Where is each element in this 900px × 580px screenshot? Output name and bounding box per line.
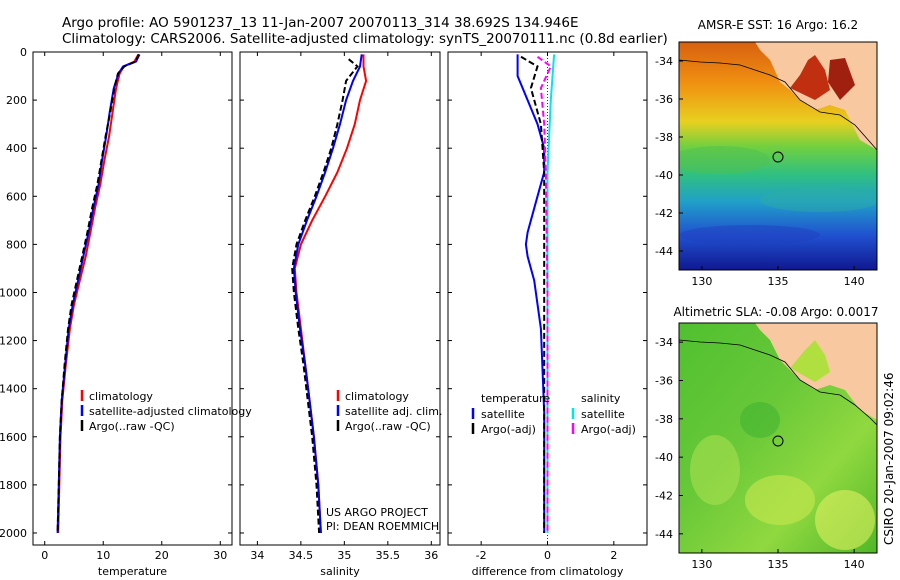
x-tick-label: 0	[544, 549, 551, 562]
sst-map-title: AMSR-E SST: 16 Argo: 16.2	[698, 18, 858, 32]
sst-argo-marker	[772, 151, 784, 163]
legend-entry: climatology	[89, 390, 153, 403]
sst-map-ticks: 130 135 140 -34 -36 -38 -40 -42 -44	[655, 55, 865, 288]
y-tick-label: 200	[6, 94, 27, 107]
x-tick-label: -2	[476, 549, 487, 562]
x-tick-label: 35	[337, 549, 351, 562]
legend-entry: Argo(-adj)	[481, 423, 536, 436]
legend-entry: satellite	[581, 408, 625, 421]
x-tick-label: 34	[250, 549, 264, 562]
x-tick-label: 36	[424, 549, 438, 562]
series-line-0	[293, 54, 368, 534]
x-tick-label: 35.5	[376, 549, 401, 562]
series-line-3	[536, 55, 553, 533]
x-tick-label: 30	[213, 549, 227, 562]
difference-panel: -2 0 2 difference from climatology temperatu…	[447, 51, 648, 578]
x-axis-label: difference from climatology	[472, 565, 624, 578]
x-axis-label: salinity	[320, 565, 360, 578]
legend-entry: climatology	[345, 390, 409, 403]
y-tick-label: -36	[655, 375, 673, 388]
temperature-panel: 0 10 20 30 0 200 400 600 800 1000 1200 1400 1600 1800…	[0, 46, 252, 578]
x-tick-label: 130	[691, 275, 712, 288]
y-tick-label: -42	[655, 490, 673, 503]
y-tick-label: -38	[655, 413, 673, 426]
legend-title: temperature	[481, 392, 550, 405]
series-line-2	[291, 58, 359, 534]
legend-title: salinity	[581, 392, 621, 405]
sla-map-title: Altimetric SLA: -0.08 Argo: 0.0017	[673, 305, 878, 319]
y-tick-label: 1000	[0, 286, 27, 299]
header-line2: Climatology: CARS2006. Satellite-adjuste…	[62, 31, 668, 47]
y-tick-label: -34	[655, 336, 673, 349]
series-line-1	[56, 53, 141, 534]
x-tick-label: 34.5	[289, 549, 314, 562]
sla-argo-marker	[772, 435, 784, 447]
legend-entry: Argo(..raw -QC)	[89, 420, 175, 433]
plot-frame	[239, 51, 441, 546]
y-tick-label: 1600	[0, 431, 27, 444]
sst-map	[679, 42, 877, 270]
annotation: US ARGO PROJECT	[326, 506, 428, 519]
y-tick-label: 1200	[0, 335, 27, 348]
series-line-2	[56, 53, 140, 534]
legend-entry: satellite-adjusted climatology	[89, 405, 252, 418]
salinity-panel: 34 34.5 35 35.5 36 salinity climatology satelli…	[239, 51, 442, 578]
series-line-0	[516, 54, 546, 533]
legend-entry: Argo(..raw -QC)	[345, 420, 431, 433]
y-tick-label: 1800	[0, 479, 27, 492]
header-line1: Argo profile: AO 5901237_13 11-Jan-2007 …	[62, 15, 579, 31]
series-line-0	[57, 53, 140, 534]
x-tick-label: 2	[610, 549, 617, 562]
sla-map-ticks: 130 135 140 -34 -36 -38 -40 -42 -44	[655, 336, 865, 571]
legend-entry: satellite	[481, 408, 525, 421]
y-tick-label: 400	[6, 142, 27, 155]
plot-frame	[32, 51, 233, 546]
y-tick-label: -34	[655, 55, 673, 68]
side-label: CSIRO 20-Jan-2007 09:02:46	[882, 373, 896, 545]
y-tick-label: -42	[655, 207, 673, 220]
series-line-1	[520, 55, 546, 533]
x-tick-label: 130	[691, 558, 712, 571]
y-tick-label: -36	[655, 93, 673, 106]
y-tick-label: 1400	[0, 383, 27, 396]
y-tick-label: 800	[6, 238, 27, 251]
x-tick-label: 140	[844, 275, 865, 288]
x-tick-label: 135	[768, 558, 789, 571]
x-tick-label: 140	[844, 558, 865, 571]
legend-entry: satellite adj. clim.	[345, 405, 442, 418]
x-tick-label: 10	[96, 549, 110, 562]
x-tick-label: 0	[41, 549, 48, 562]
x-axis-label: temperature	[98, 565, 167, 578]
legend-entry: Argo(-adj)	[581, 423, 636, 436]
sla-map	[679, 323, 877, 553]
y-tick-label: -44	[655, 245, 673, 258]
x-tick-label: 135	[768, 275, 789, 288]
y-tick-label: 0	[20, 46, 27, 59]
y-tick-label: 2000	[0, 527, 27, 540]
x-tick-label: 20	[155, 549, 169, 562]
y-tick-label: -40	[655, 451, 673, 464]
y-tick-label: -44	[655, 528, 673, 541]
y-tick-label: -40	[655, 169, 673, 182]
y-tick-label: -38	[655, 131, 673, 144]
y-tick-label: 600	[6, 190, 27, 203]
series-line-1	[292, 54, 363, 534]
annotation: PI: DEAN ROEMMICH	[326, 520, 439, 533]
